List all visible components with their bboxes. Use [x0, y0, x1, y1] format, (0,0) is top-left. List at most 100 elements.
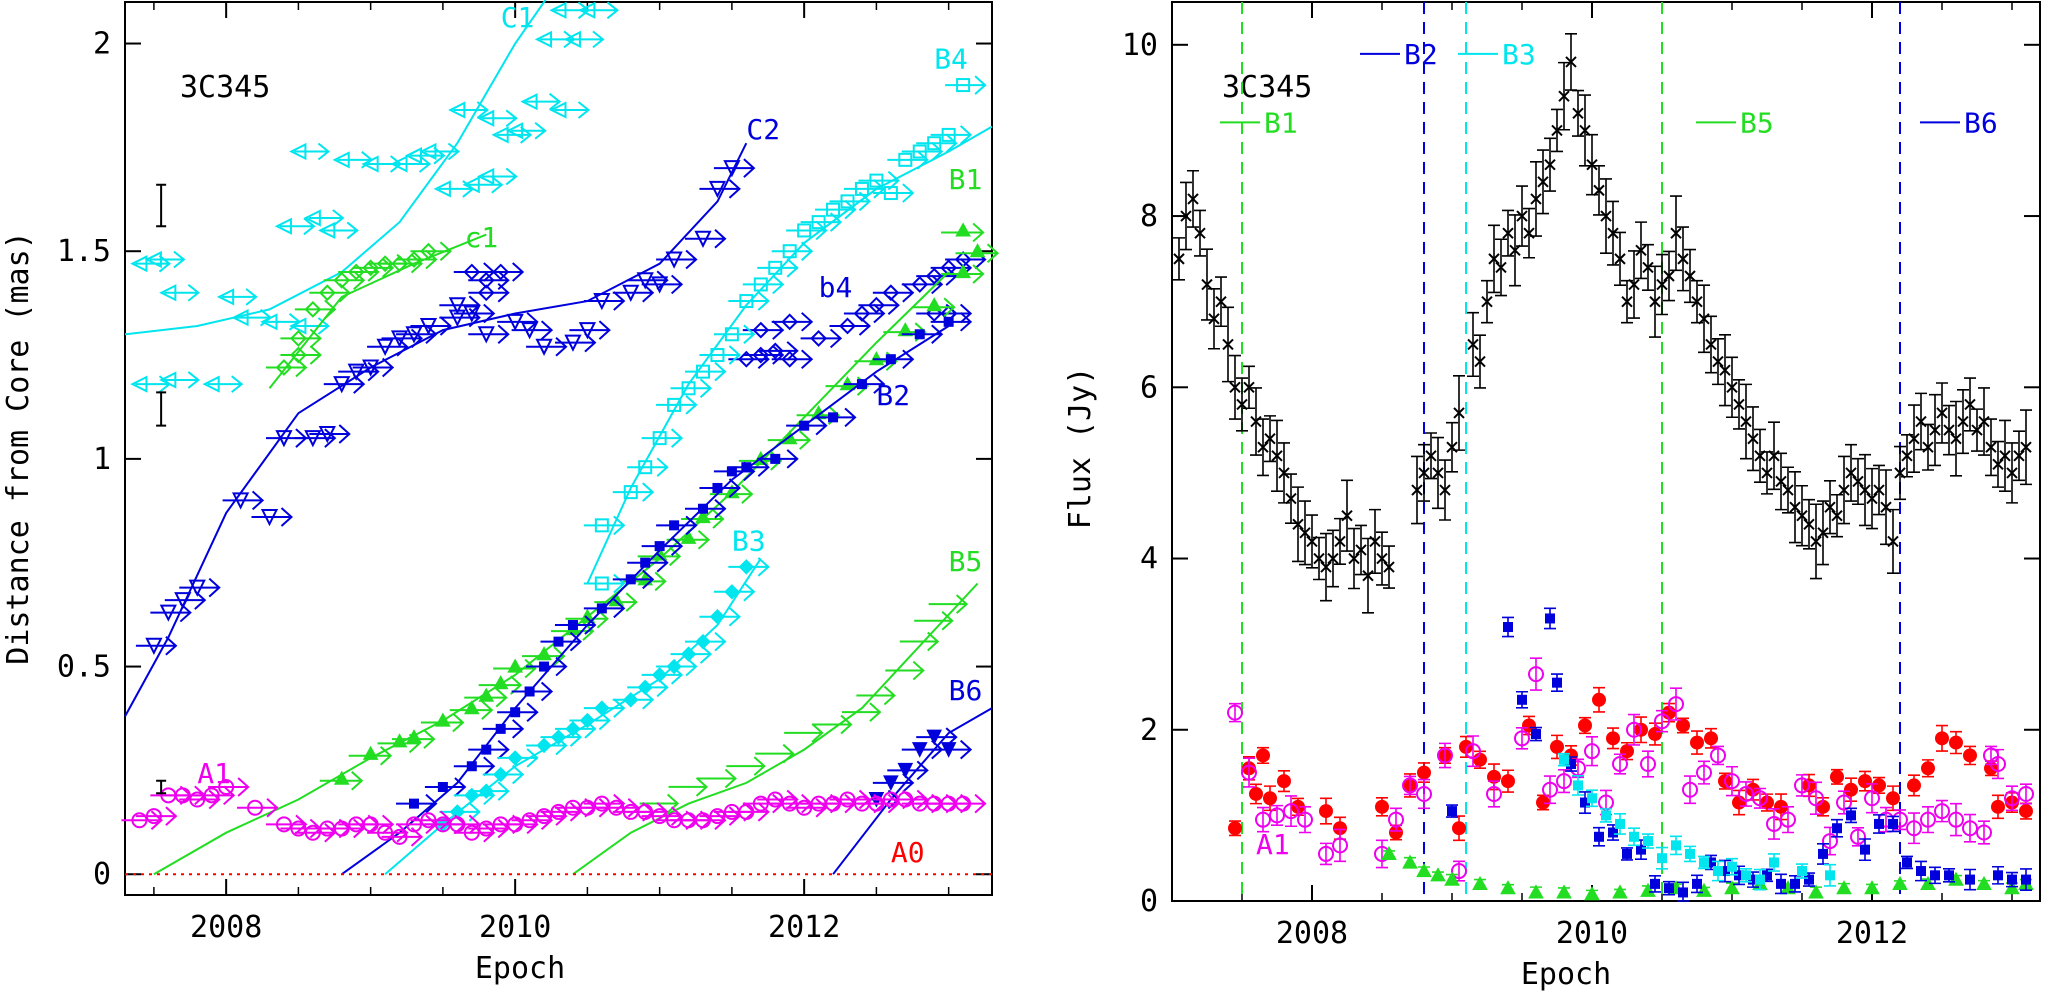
left-point-a1-6-arrow	[208, 777, 250, 797]
right-point-a0-49	[1963, 748, 1977, 763]
right-point-a1-14	[1465, 743, 1481, 760]
right-point-total-2	[1187, 193, 1199, 205]
left-point-b5-5	[784, 723, 824, 743]
right-point-a0-46	[1921, 761, 1935, 776]
right-point-total-52	[1565, 56, 1577, 68]
right-point-b1-2	[1416, 863, 1432, 878]
right-point-b3-12	[1727, 861, 1737, 872]
right-point-total-77	[1740, 415, 1752, 428]
left-point-b6-2-arrow	[887, 760, 929, 781]
left-point-b2-6-arrow	[511, 681, 554, 702]
left-point-c1-25-arrow	[511, 121, 547, 140]
right-point-total-59	[1614, 253, 1626, 265]
left-point-b2-22-arrow	[843, 374, 886, 394]
right-point-a1-19	[1556, 773, 1572, 790]
left-point-c2-17-arrow	[453, 303, 496, 324]
left-point-b4-5-arrow	[656, 395, 698, 415]
left-point-a1-20-arrow	[439, 814, 481, 835]
left-point-b1-9-arrow	[522, 646, 566, 666]
right-point-total-87	[1810, 535, 1822, 548]
right-point-b3-16	[1797, 866, 1807, 877]
right-point-total-61	[1628, 278, 1640, 291]
left-point-b4-12-arrow	[843, 303, 886, 324]
right-point-b2-31	[1916, 866, 1926, 877]
right-point-b2-7	[1580, 797, 1590, 808]
right-point-b3-5	[1629, 831, 1639, 842]
left-point-b2-0-arrow	[396, 793, 438, 814]
right-point-a1-23	[1612, 756, 1628, 773]
right-point-total-88	[1817, 527, 1829, 539]
left-point-b4-0-arrow	[583, 573, 626, 594]
right-point-a1-9	[1388, 811, 1404, 828]
right-errbar-a1-35	[1782, 806, 1794, 834]
right-point-total-54	[1579, 124, 1591, 137]
left-point-b3-10-arrow	[583, 698, 626, 718]
right-point-b2-8	[1594, 831, 1604, 842]
right-point-a1-11	[1416, 785, 1432, 802]
left-point-b3-18-arrow	[713, 582, 756, 602]
left-point-b3-4-arrow	[482, 764, 525, 785]
right-point-a1-21	[1584, 743, 1600, 760]
left-point-b4-14-arrow	[872, 283, 915, 303]
right-point-a1-33	[1752, 790, 1768, 807]
right-point-a1-32	[1738, 785, 1754, 802]
right-point-total-117	[2020, 441, 2032, 453]
left-point-b5-7	[841, 702, 882, 722]
right-point-total-93	[1852, 475, 1864, 488]
right-ytick-label-8: 8	[1140, 199, 1158, 234]
right-point-a1-34	[1766, 815, 1782, 832]
left-point-b4-0	[463, 263, 481, 281]
left-point-b3-3-arrow	[468, 781, 510, 801]
left-point-b4-13	[867, 296, 885, 314]
left-point-b4-22-arrow	[901, 141, 944, 162]
right-point-total-98	[1887, 535, 1899, 548]
left-point-c2-12-arrow	[367, 336, 409, 357]
right-point-a0-53	[2019, 804, 2033, 819]
right-plot-frame	[1171, 1, 2041, 902]
right-point-b2-26	[1846, 810, 1856, 821]
right-ytick-label-0: 0	[1140, 884, 1158, 919]
left-point-b5-3	[726, 756, 766, 776]
right-point-b1-6	[1500, 880, 1516, 895]
right-point-b2-17	[1720, 866, 1730, 877]
right-point-total-112	[1985, 441, 1997, 453]
right-point-a0-36	[1760, 795, 1774, 810]
right-point-b1-3	[1430, 867, 1446, 882]
right-point-b2-27	[1860, 844, 1870, 855]
left-point-c1-2-arrow	[280, 328, 322, 349]
left-point-c1-4-arrow	[164, 371, 200, 389]
right-point-a1-46	[1934, 803, 1950, 820]
left-point-b4-15	[911, 276, 929, 293]
right-point-total-96	[1873, 484, 1885, 496]
right-point-b2-34	[1965, 874, 1975, 885]
right-point-a1-31	[1724, 773, 1740, 790]
left-point-b2-1-arrow	[424, 777, 467, 797]
right-errbar-a1-34	[1768, 807, 1780, 840]
right-point-total-45	[1516, 210, 1528, 222]
right-point-b1-9	[1584, 886, 1600, 901]
left-point-c2-32-arrow	[713, 158, 756, 178]
left-point-b4-16	[925, 267, 943, 285]
right-point-a0-19	[1522, 718, 1536, 733]
right-point-total-15	[1278, 467, 1290, 479]
left-point-b4-16-arrow	[916, 266, 958, 286]
right-point-a1-5	[1297, 811, 1313, 828]
right-point-total-17	[1292, 518, 1304, 530]
left-point-c1-23-arrow	[482, 109, 518, 128]
right-point-b2-32	[1930, 870, 1940, 881]
left-point-b2-18-arrow	[728, 457, 770, 477]
right-point-b3-17	[1825, 870, 1835, 881]
right-errbar-a1-24	[1628, 713, 1640, 746]
right-point-a1-15	[1486, 785, 1502, 802]
right-point-b2-29	[1888, 818, 1898, 829]
left-point-c1-16-arrow	[395, 155, 432, 173]
right-point-a0-0	[1228, 821, 1242, 836]
left-point-b4-3-arrow	[627, 457, 669, 477]
left-point-b4-2-arrow	[482, 262, 525, 282]
left-point-c1-5-arrow	[323, 270, 366, 291]
right-point-a0-37	[1774, 799, 1788, 814]
left-point-b1-7	[492, 675, 509, 690]
right-point-total-41	[1488, 253, 1500, 265]
right-point-total-40	[1481, 295, 1493, 308]
left-point-b4-13-arrow	[771, 241, 814, 261]
